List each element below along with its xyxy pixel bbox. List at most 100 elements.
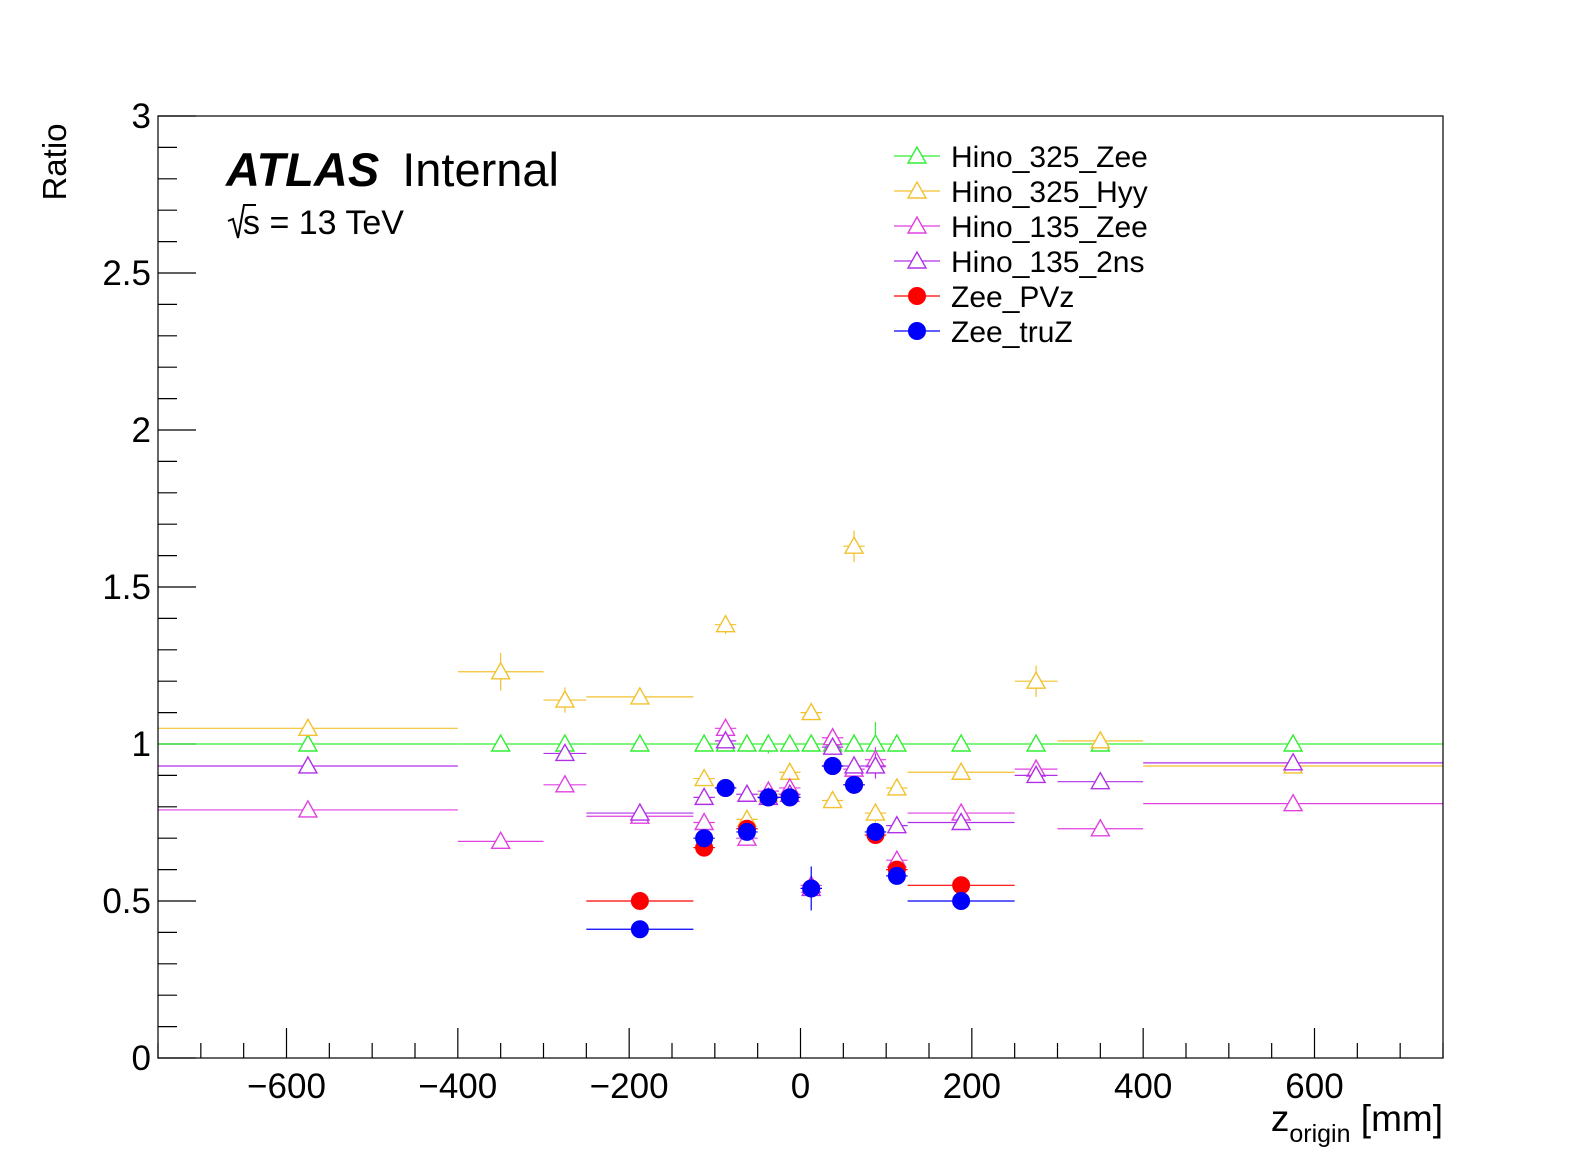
data-point-marker xyxy=(843,755,865,774)
legend: Hino_325_ZeeHino_325_HyyHino_135_ZeeHino… xyxy=(894,141,1148,349)
series-hino-325-hyy xyxy=(158,530,1443,828)
legend-item: Hino_135_2ns xyxy=(894,246,1145,279)
data-point-marker xyxy=(715,730,736,749)
data-point-marker xyxy=(693,812,715,831)
data-point-marker xyxy=(1282,752,1304,771)
data-point-marker xyxy=(715,614,736,633)
data-point-marker xyxy=(693,786,715,806)
series-hino-135-2ns xyxy=(158,730,1443,897)
y-tick-label: 2.5 xyxy=(102,254,151,293)
data-point-marker xyxy=(843,733,865,752)
data-point-marker xyxy=(906,250,928,269)
data-point-marker xyxy=(629,733,651,752)
legend-item: Zee_PVz xyxy=(894,281,1074,314)
data-point-marker xyxy=(490,830,511,850)
data-point-marker xyxy=(845,775,864,794)
data-point-marker xyxy=(759,788,778,807)
data-point-marker xyxy=(630,920,649,939)
legend-item: Zee_truZ xyxy=(894,316,1073,349)
data-point-marker xyxy=(865,802,886,821)
data-point-marker xyxy=(779,733,800,752)
data-point-marker xyxy=(629,802,651,821)
y-axis-label: Ratio xyxy=(36,123,73,200)
x-tick-label: 400 xyxy=(1114,1067,1172,1106)
data-point-marker xyxy=(801,733,822,752)
data-point-marker xyxy=(693,733,715,752)
data-point-marker xyxy=(554,774,576,793)
plot-frame xyxy=(157,115,1444,1059)
data-point-marker xyxy=(1025,764,1047,784)
energy-value: = 13 TeV xyxy=(260,204,404,242)
data-point-marker xyxy=(886,777,908,796)
legend-label: Hino_135_Zee xyxy=(951,211,1148,244)
data-point-marker xyxy=(1090,771,1111,790)
data-point-marker xyxy=(693,768,715,787)
data-point-marker xyxy=(736,783,758,802)
data-point-marker xyxy=(865,755,886,774)
data-point-marker xyxy=(906,145,928,164)
data-point-marker xyxy=(950,812,972,831)
data-point-marker xyxy=(950,761,972,780)
data-point-marker xyxy=(887,866,906,885)
data-point-marker xyxy=(554,689,576,708)
energy-label: s = 13 TeV xyxy=(227,204,404,242)
data-point-marker xyxy=(629,686,651,705)
data-point-marker xyxy=(297,717,319,736)
legend-item: Hino_325_Zee xyxy=(894,141,1148,174)
data-point-marker xyxy=(490,733,511,752)
atlas-label: ATLAS Internal xyxy=(225,143,559,196)
data-point-marker xyxy=(906,215,928,234)
legend-item: Hino_135_Zee xyxy=(894,211,1148,244)
data-point-marker xyxy=(802,879,821,898)
data-point-marker xyxy=(801,702,822,721)
x-tick-label: 600 xyxy=(1285,1067,1343,1106)
annotations: ATLAS Internal s = 13 TeV Ratio zorigin … xyxy=(36,123,1443,1148)
x-tick-label: −200 xyxy=(590,1067,669,1106)
data-point-marker xyxy=(1090,730,1111,749)
y-tick-label: 2 xyxy=(132,411,151,450)
data-layer xyxy=(158,530,1443,939)
energy-prefix: s xyxy=(243,204,260,242)
data-point-marker xyxy=(758,733,779,752)
y-tick-label: 1 xyxy=(132,725,151,764)
data-point-marker xyxy=(906,180,928,199)
data-point-marker xyxy=(490,661,511,680)
legend-label: Hino_325_Zee xyxy=(951,141,1148,174)
data-point-marker xyxy=(779,761,800,780)
data-point-marker xyxy=(297,755,319,774)
data-point-marker xyxy=(695,829,714,848)
data-point-marker xyxy=(297,733,319,752)
data-point-marker xyxy=(554,742,576,762)
legend-label: Hino_325_Hyy xyxy=(951,176,1148,209)
data-point-marker xyxy=(843,535,865,554)
data-point-marker xyxy=(908,322,926,340)
series-hino-135-zee xyxy=(158,717,1443,893)
data-point-marker xyxy=(822,736,843,755)
data-point-marker xyxy=(1282,733,1304,752)
y-tick-label: 3 xyxy=(132,97,151,136)
x-tick-label: 0 xyxy=(791,1067,810,1106)
y-tick-label: 1.5 xyxy=(102,568,151,607)
data-point-marker xyxy=(866,822,885,841)
data-point-marker xyxy=(822,790,843,809)
legend-item: Hino_325_Hyy xyxy=(894,176,1148,209)
legend-label: Zee_PVz xyxy=(951,281,1074,314)
legend-label: Zee_truZ xyxy=(951,316,1073,349)
data-point-marker xyxy=(908,287,926,305)
data-point-marker xyxy=(1090,818,1111,837)
y-tick-label: 0.5 xyxy=(102,882,151,921)
data-point-marker xyxy=(952,892,971,910)
svg-text:s = 13 TeV: s = 13 TeV xyxy=(243,204,404,242)
series-zee-pvz xyxy=(586,756,1015,910)
data-point-marker xyxy=(950,733,972,752)
data-point-marker xyxy=(736,733,758,752)
data-point-marker xyxy=(823,756,842,775)
data-point-marker xyxy=(716,778,735,797)
axes: −600 −400 −200 0 200 400 600 0 0.5 1 1.5 2 2.5 3 xyxy=(102,97,1444,1106)
sqrt-symbol xyxy=(227,204,256,239)
data-point-marker xyxy=(1282,793,1304,812)
y-tick-label: 0 xyxy=(132,1039,151,1078)
data-point-marker xyxy=(1025,733,1047,752)
x-axis-label: zorigin [mm] xyxy=(1271,1098,1443,1148)
